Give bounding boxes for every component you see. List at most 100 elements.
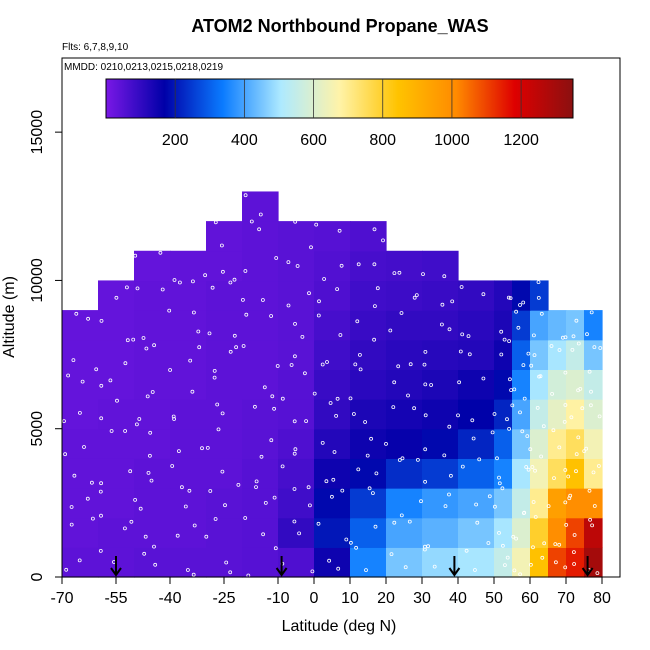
heatmap-cell [566, 399, 585, 430]
sample-point [574, 469, 578, 474]
sample-point [440, 302, 445, 307]
colorbar-gradient [105, 78, 574, 119]
heatmap-cell [350, 488, 387, 519]
sample-point [339, 263, 344, 268]
sample-point [272, 406, 277, 411]
sample-point [584, 446, 589, 451]
sample-point [280, 396, 285, 401]
sample-point [571, 334, 576, 339]
heatmap-cell [134, 369, 171, 400]
sample-point [518, 410, 522, 415]
heatmap-cell [548, 399, 567, 430]
sample-point [553, 542, 558, 546]
sample-point [310, 569, 315, 574]
sample-point [196, 329, 201, 334]
sample-point [149, 478, 154, 483]
heatmap-cell [548, 488, 567, 519]
heatmap-cell [206, 517, 243, 548]
sample-point [467, 352, 472, 357]
sample-point [529, 562, 533, 567]
sample-point [375, 286, 380, 291]
sample-point [587, 369, 592, 374]
flight-arrow [275, 556, 288, 577]
sample-point [344, 537, 349, 542]
sample-point [406, 393, 410, 398]
sample-point [518, 303, 522, 307]
sample-point [216, 427, 221, 432]
heatmap-cell [206, 369, 243, 400]
sample-point [258, 212, 263, 217]
sample-point [514, 536, 518, 541]
sample-point [179, 485, 184, 490]
sample-point [557, 445, 562, 450]
sample-point [422, 362, 427, 367]
sample-point [215, 402, 220, 407]
sample-point [507, 426, 512, 431]
sample-point [175, 533, 180, 538]
sample-point [552, 476, 556, 481]
heatmap-cell [278, 488, 315, 519]
heatmap-cell [314, 339, 351, 370]
sample-point [532, 333, 536, 338]
sample-point [481, 376, 486, 381]
dates-label: MMDD: 0210,0213,0215,0218,0219 [64, 62, 224, 73]
heatmap-cell [62, 517, 99, 548]
sample-point [64, 567, 69, 572]
heatmap-cell [98, 369, 135, 400]
sample-point [471, 436, 476, 441]
heatmap-cell [386, 458, 423, 489]
sample-point [171, 414, 176, 419]
heatmap-cell [170, 488, 207, 519]
heatmap-cell [386, 399, 423, 430]
heatmap-cell [134, 488, 171, 519]
sample-point [286, 260, 291, 265]
sample-point [522, 396, 527, 401]
sample-point [481, 292, 486, 297]
y-axis-label: Altitude (m) [1, 276, 18, 358]
sample-point [348, 540, 353, 545]
heatmap-cell [206, 547, 243, 578]
sample-point [414, 293, 419, 298]
sample-point [391, 405, 396, 410]
sample-point [213, 220, 218, 225]
sample-point [72, 473, 77, 478]
sample-point [292, 419, 297, 424]
heatmap-cell [206, 458, 243, 489]
sample-point [588, 517, 592, 522]
heatmap-cell [134, 428, 171, 459]
heatmap-cell [512, 399, 531, 430]
sample-point [200, 446, 204, 451]
sample-point [525, 434, 530, 439]
heatmap-cell [566, 369, 585, 400]
heatmap-cell [278, 458, 315, 489]
colorbar-tick-label: 1000 [434, 132, 470, 149]
sample-point [249, 219, 254, 224]
sample-point [400, 456, 405, 461]
sample-point [224, 560, 229, 565]
sample-point [309, 245, 313, 250]
sample-point [292, 487, 297, 491]
heatmap-cell [530, 369, 549, 400]
x-tick-label: 70 [557, 590, 575, 607]
heatmap-cell [62, 458, 99, 489]
sample-point [328, 401, 333, 405]
sample-point [358, 367, 363, 372]
sample-point [236, 482, 241, 487]
sample-point [220, 269, 225, 274]
x-tick-label: 30 [413, 590, 431, 607]
heatmap-cell [350, 517, 387, 548]
heatmap-cell [494, 369, 513, 400]
heatmap-cell [584, 310, 603, 341]
sample-point [598, 346, 603, 350]
sample-point [421, 272, 425, 277]
sample-point [158, 250, 163, 255]
sample-point [240, 297, 245, 302]
sample-point [197, 345, 202, 350]
sample-point [399, 513, 404, 518]
x-tick-label: 10 [341, 590, 359, 607]
sample-point [408, 362, 413, 367]
sample-point [576, 435, 581, 440]
sample-point [293, 321, 297, 326]
sample-point [261, 532, 266, 537]
